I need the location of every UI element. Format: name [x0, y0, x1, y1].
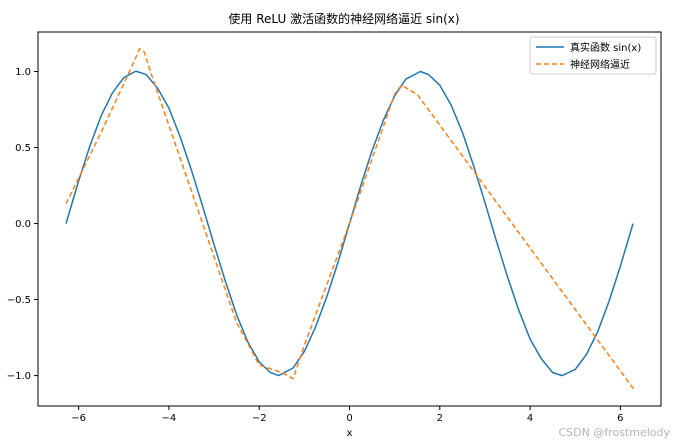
x-tick-label: −4: [162, 413, 177, 424]
y-tick-label: −0.5: [7, 295, 31, 306]
x-tick-label: −2: [252, 413, 267, 424]
x-tick-label: 0: [346, 413, 352, 424]
watermark-text: CSDN @frostmelody: [558, 426, 670, 439]
x-tick-label: 4: [527, 413, 533, 424]
y-tick-label: 1.0: [15, 67, 31, 78]
y-tick-label: 0.0: [15, 219, 31, 230]
x-tick-label: 6: [617, 413, 623, 424]
x-tick-label: −6: [71, 413, 86, 424]
series-line-0: [65, 70, 634, 377]
chart-title: 使用 ReLU 激活函数的神经网络逼近 sin(x): [228, 11, 459, 26]
y-tick-label: −1.0: [7, 371, 31, 382]
y-tick-label: 0.5: [15, 143, 31, 154]
legend-label-series-1: 神经网络逼近: [570, 58, 630, 71]
x-axis-label: x: [347, 428, 353, 439]
x-tick-label: 2: [437, 413, 443, 424]
series-line-1: [65, 47, 635, 390]
legend: 真实函数 sin(x) 神经网络逼近: [529, 36, 657, 75]
legend-label-series-0: 真实函数 sin(x): [570, 41, 641, 54]
plot-frame: [37, 31, 662, 407]
